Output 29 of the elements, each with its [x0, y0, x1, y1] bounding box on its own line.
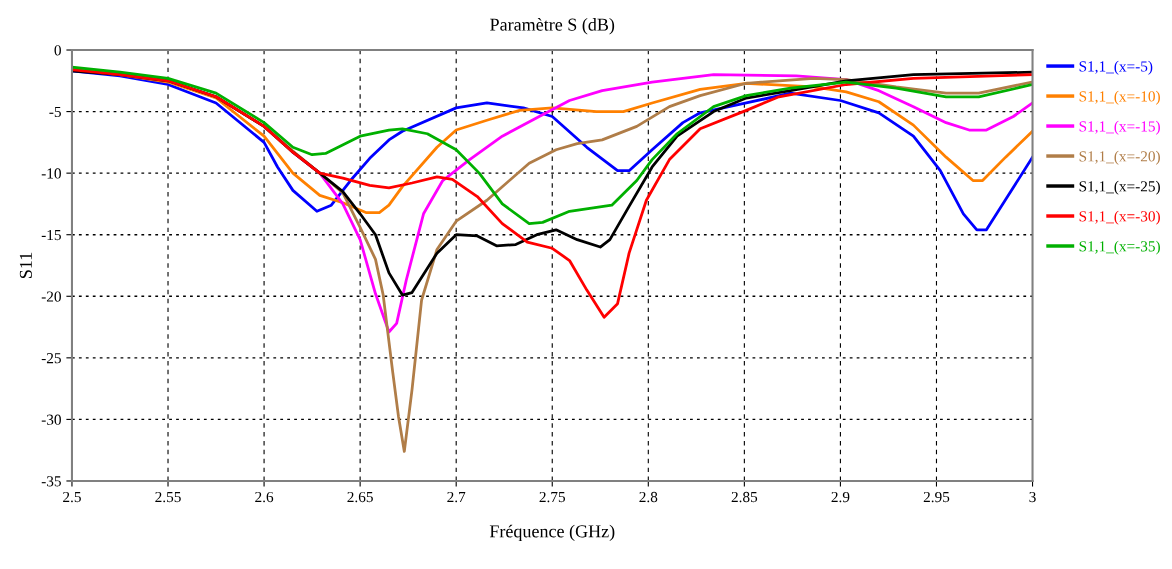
- legend-label: S1,1_(x=-20): [1079, 150, 1160, 165]
- x-tick-label: 2.75: [539, 491, 566, 503]
- y-axis-title: S11: [19, 252, 32, 278]
- y-tick-label: -10: [41, 168, 61, 179]
- y-tick-label: -30: [41, 414, 61, 425]
- chart-title: Paramètre S (dB): [490, 18, 615, 35]
- x-axis-title: Fréquence (GHz): [489, 524, 615, 542]
- y-tick-label: -15: [41, 229, 61, 241]
- x-tick-label: 2.5: [63, 491, 81, 503]
- x-tick-label: 2.7: [447, 491, 466, 503]
- legend-label: S1,1_(x=-15): [1079, 120, 1160, 135]
- legend-label: S1,1_(x=-25): [1079, 180, 1160, 195]
- legend-label: S1,1_(x=-35): [1079, 240, 1160, 255]
- x-tick-label: 2.85: [731, 491, 758, 503]
- legend-label: S1,1_(x=-10): [1079, 90, 1160, 105]
- x-tick-label: 2.65: [347, 491, 373, 503]
- x-tick-label: 2.9: [831, 491, 850, 503]
- y-tick-label: -35: [41, 476, 61, 487]
- y-tick-label: 0: [54, 45, 61, 56]
- x-tick-label: 2.95: [923, 491, 950, 503]
- x-tick-label: 2.6: [255, 491, 274, 503]
- x-tick-label: 2.55: [155, 491, 181, 503]
- legend-label: S1,1_(x=-30): [1079, 210, 1160, 225]
- x-tick-label: 2.8: [639, 491, 658, 503]
- y-tick-label: -5: [49, 106, 61, 118]
- legend-label: S1,1_(x=-5): [1079, 60, 1153, 75]
- y-tick-label: -20: [41, 291, 61, 302]
- x-tick-label: 3: [1029, 491, 1036, 503]
- y-tick-label: -25: [41, 353, 61, 364]
